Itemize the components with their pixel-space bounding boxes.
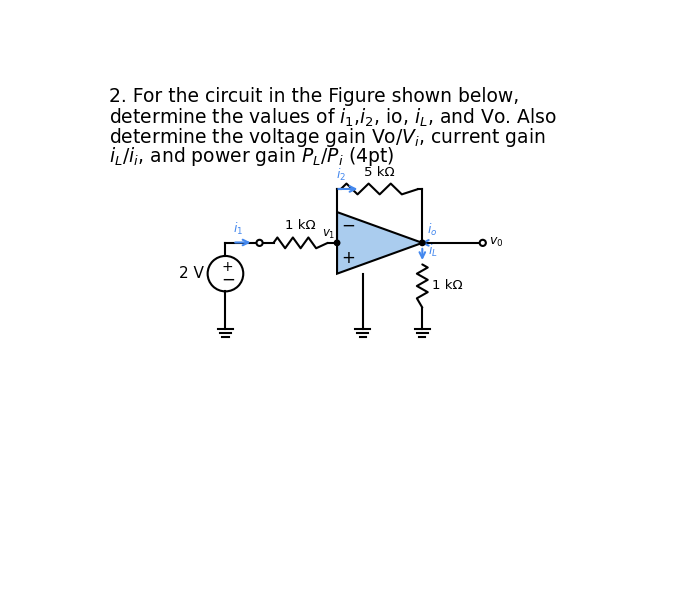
Text: 5 kΩ: 5 kΩ [365,166,395,179]
Text: determine the voltage gain Vo/$V_i$, current gain: determine the voltage gain Vo/$V_i$, cur… [109,126,546,149]
Text: $v_0$: $v_0$ [489,237,503,250]
Text: determine the values of $i_1$,$i_2$, io, $i_L$, and Vo. Also: determine the values of $i_1$,$i_2$, io,… [109,107,557,129]
Text: 2 V: 2 V [179,266,204,281]
Text: −: − [220,271,234,289]
Circle shape [419,240,425,246]
Text: 1 kΩ: 1 kΩ [286,219,316,232]
Text: +: + [341,249,355,267]
Circle shape [256,240,262,246]
Text: −: − [341,217,355,235]
Text: $i_o$: $i_o$ [427,222,438,238]
Text: +: + [222,260,234,274]
Text: 2. For the circuit in the Figure shown below,: 2. For the circuit in the Figure shown b… [109,87,519,106]
Text: $i_L$: $i_L$ [428,243,438,259]
Polygon shape [337,212,422,274]
Circle shape [480,240,486,246]
Text: $i_L$/$i_i$, and power gain $P_L$/$P_i$ (4pt): $i_L$/$i_i$, and power gain $P_L$/$P_i$ … [109,145,395,168]
Circle shape [335,240,339,246]
Text: $i_1$: $i_1$ [232,221,243,237]
Text: 1 kΩ: 1 kΩ [433,279,463,292]
Text: $v_1$: $v_1$ [322,228,335,241]
Text: $i_2$: $i_2$ [335,167,346,183]
